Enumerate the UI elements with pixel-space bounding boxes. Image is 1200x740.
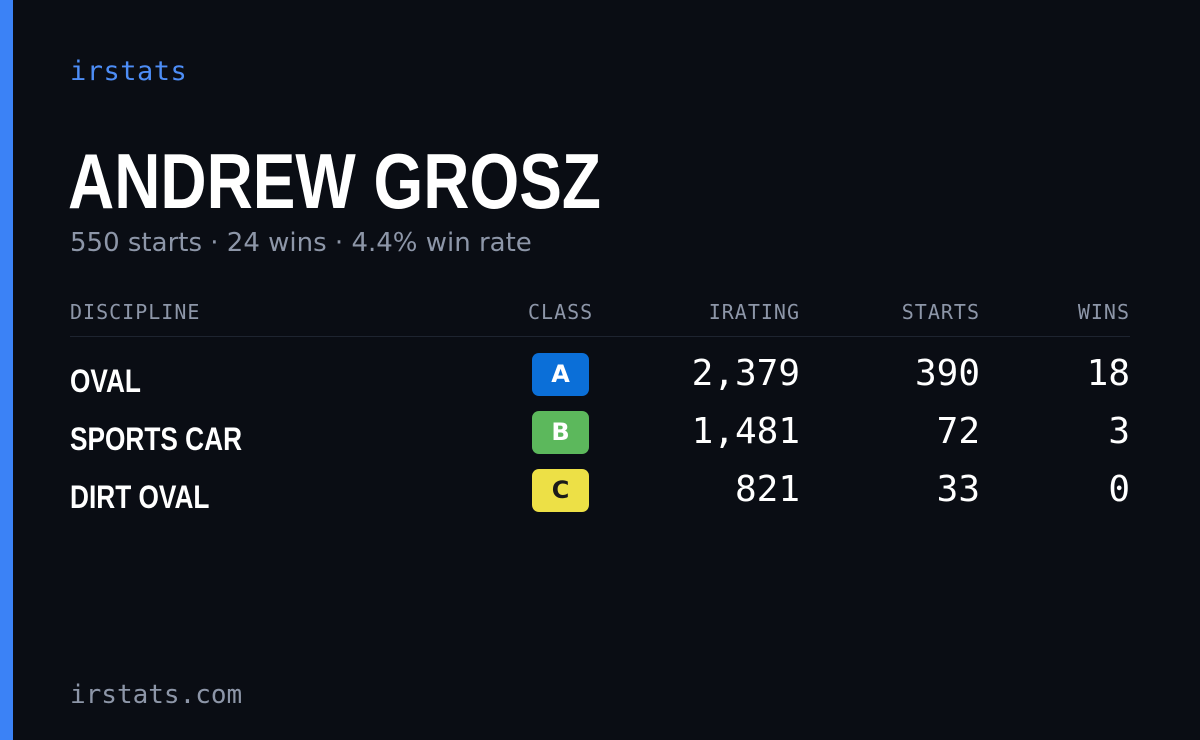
header-wins: WINS [1077, 300, 1130, 324]
class-badge: C [532, 469, 589, 512]
brand-logo-text: irstats [70, 56, 188, 87]
class-badge: B [532, 411, 589, 454]
table-row: SPORTS CAR B 1,481 72 3 [70, 409, 1130, 467]
wins-value: 3 [1108, 411, 1130, 452]
irating-value: 2,379 [691, 353, 800, 394]
driver-name: ANDREW GROSZ [68, 137, 601, 225]
table-header-row: DISCIPLINE CLASS IRATING STARTS WINS [70, 298, 1130, 337]
header-class: CLASS [528, 300, 594, 324]
discipline-name: DIRT OVAL [70, 479, 210, 515]
class-badge: A [532, 353, 589, 396]
irating-value: 1,481 [691, 411, 800, 452]
footer-site-link[interactable]: irstats.com [70, 680, 243, 710]
starts-value: 72 [936, 411, 980, 452]
table-body: OVAL A 2,379 390 18 SPORTS CAR B 1,481 7… [70, 351, 1130, 525]
starts-value: 390 [914, 353, 980, 394]
discipline-name: SPORTS CAR [70, 421, 243, 457]
header-discipline: DISCIPLINE [70, 300, 201, 324]
starts-value: 33 [936, 469, 980, 510]
discipline-name: OVAL [70, 363, 141, 399]
wins-value: 18 [1086, 353, 1130, 394]
irating-value: 821 [734, 469, 800, 510]
header-starts: STARTS [901, 300, 980, 324]
wins-value: 0 [1108, 469, 1130, 510]
header-irating: IRATING [708, 300, 800, 324]
table-row: OVAL A 2,379 390 18 [70, 351, 1130, 409]
discipline-table: DISCIPLINE CLASS IRATING STARTS WINS OVA… [70, 298, 1130, 525]
driver-summary: 550 starts · 24 wins · 4.4% win rate [70, 228, 532, 258]
accent-bar [0, 0, 13, 740]
table-row: DIRT OVAL C 821 33 0 [70, 467, 1130, 525]
